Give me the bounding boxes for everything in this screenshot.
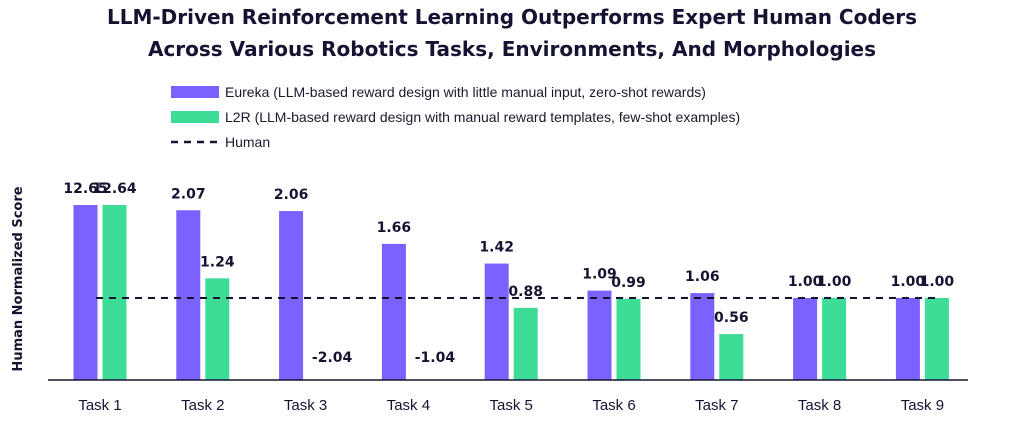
data-label-l2r-task-4: -1.04	[415, 350, 456, 366]
bar-l2r-task-2	[205, 278, 230, 380]
x-tick-task-1: Task 1	[78, 397, 121, 414]
bar-l2r-task-8	[822, 298, 847, 380]
data-label-l2r-task-2: 1.24	[200, 254, 235, 270]
data-label-l2r-task-6: 0.99	[611, 275, 646, 291]
legend: Eureka (LLM-based reward design with lit…	[171, 84, 740, 150]
bar-l2r-task-5	[513, 307, 538, 380]
x-tick-labels-layer: Task 1 Task 2 Task 3 Task 4 Task 5 Task 6 Task…	[78, 397, 944, 414]
data-label-l2r-task-5: 0.88	[508, 284, 543, 300]
legend-label-human: Human	[225, 134, 270, 150]
data-label-eureka-task-8: 1.00	[788, 274, 823, 290]
legend-label-eureka: Eureka (LLM-based reward design with lit…	[225, 84, 706, 100]
bar-l2r-task-7	[719, 334, 744, 380]
bar-eureka-task-8	[793, 298, 818, 380]
x-tick-task-2: Task 2	[181, 397, 224, 414]
data-label-eureka-task-4: 1.66	[377, 220, 412, 236]
data-label-l2r-task-9: 1.00	[920, 274, 955, 290]
bar-eureka-task-7	[690, 293, 715, 380]
x-tick-task-4: Task 4	[387, 397, 430, 414]
data-label-eureka-task-9: 1.00	[891, 274, 926, 290]
bar-eureka-task-4	[381, 243, 406, 380]
legend-label-l2r: L2R (LLM-based reward design with manual…	[225, 109, 740, 125]
data-label-l2r-task-8: 1.00	[817, 274, 852, 290]
bar-l2r-task-1	[102, 205, 127, 380]
y-axis-label: Human Normalized Score	[11, 186, 26, 371]
legend-swatch-l2r	[171, 111, 219, 123]
data-label-l2r-task-3: -2.04	[312, 350, 353, 366]
bar-eureka-task-2	[176, 210, 201, 380]
bar-l2r-task-6	[616, 298, 641, 380]
bar-eureka-task-6	[587, 290, 612, 380]
data-label-l2r-task-7: 0.56	[714, 310, 749, 326]
chart-title-line-2: Across Various Robotics Tasks, Environme…	[148, 37, 876, 61]
data-label-eureka-task-6: 1.09	[582, 267, 617, 283]
bar-eureka-task-9	[895, 298, 920, 380]
data-label-l2r-task-1: 12.64	[92, 181, 137, 197]
bar-l2r-task-9	[924, 298, 949, 380]
data-label-eureka-task-3: 2.06	[274, 187, 309, 203]
data-label-eureka-task-1: 12.65	[63, 181, 107, 197]
bar-eureka-task-3	[279, 211, 304, 380]
x-tick-task-7: Task 7	[695, 397, 738, 414]
bar-eureka-task-1	[73, 205, 98, 380]
x-tick-task-3: Task 3	[284, 397, 327, 414]
data-label-eureka-task-5: 1.42	[479, 240, 514, 256]
x-tick-task-6: Task 6	[592, 397, 635, 414]
x-tick-task-8: Task 8	[798, 397, 841, 414]
bars-layer	[73, 205, 949, 380]
bar-eureka-task-5	[484, 263, 509, 380]
chart-title-line-1: LLM-Driven Reinforcement Learning Outper…	[107, 5, 917, 29]
legend-swatch-eureka	[171, 86, 219, 98]
data-label-eureka-task-7: 1.06	[685, 269, 720, 285]
x-tick-task-5: Task 5	[490, 397, 533, 414]
x-tick-task-9: Task 9	[901, 397, 944, 414]
data-label-eureka-task-2: 2.07	[171, 186, 206, 202]
